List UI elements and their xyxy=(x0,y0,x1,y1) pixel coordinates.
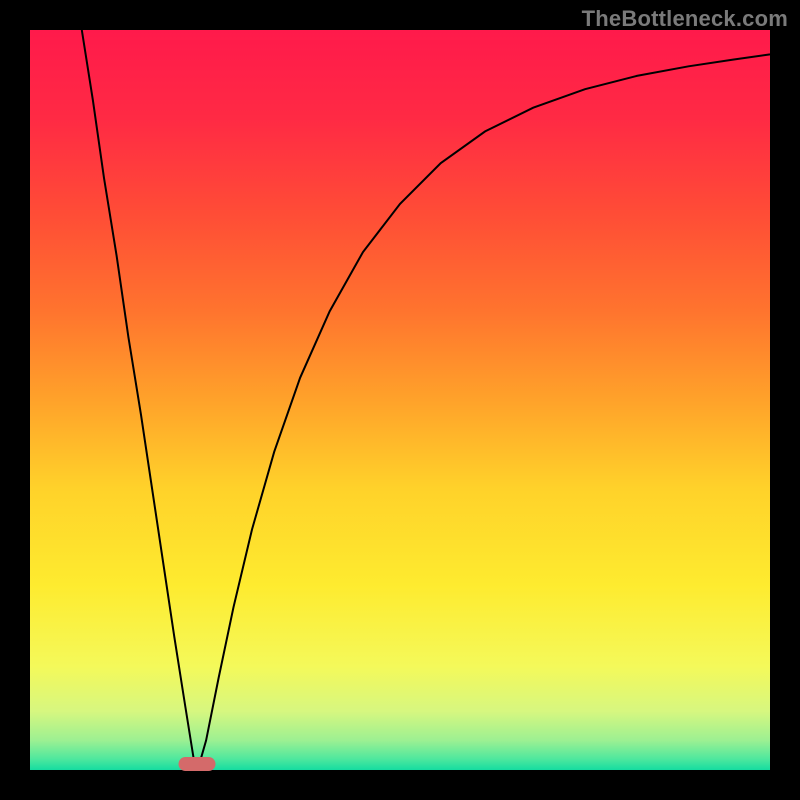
chart-frame: TheBottleneck.com xyxy=(0,0,800,800)
plot-background xyxy=(30,30,770,770)
chart-svg xyxy=(0,0,800,800)
optimal-marker xyxy=(178,757,215,771)
